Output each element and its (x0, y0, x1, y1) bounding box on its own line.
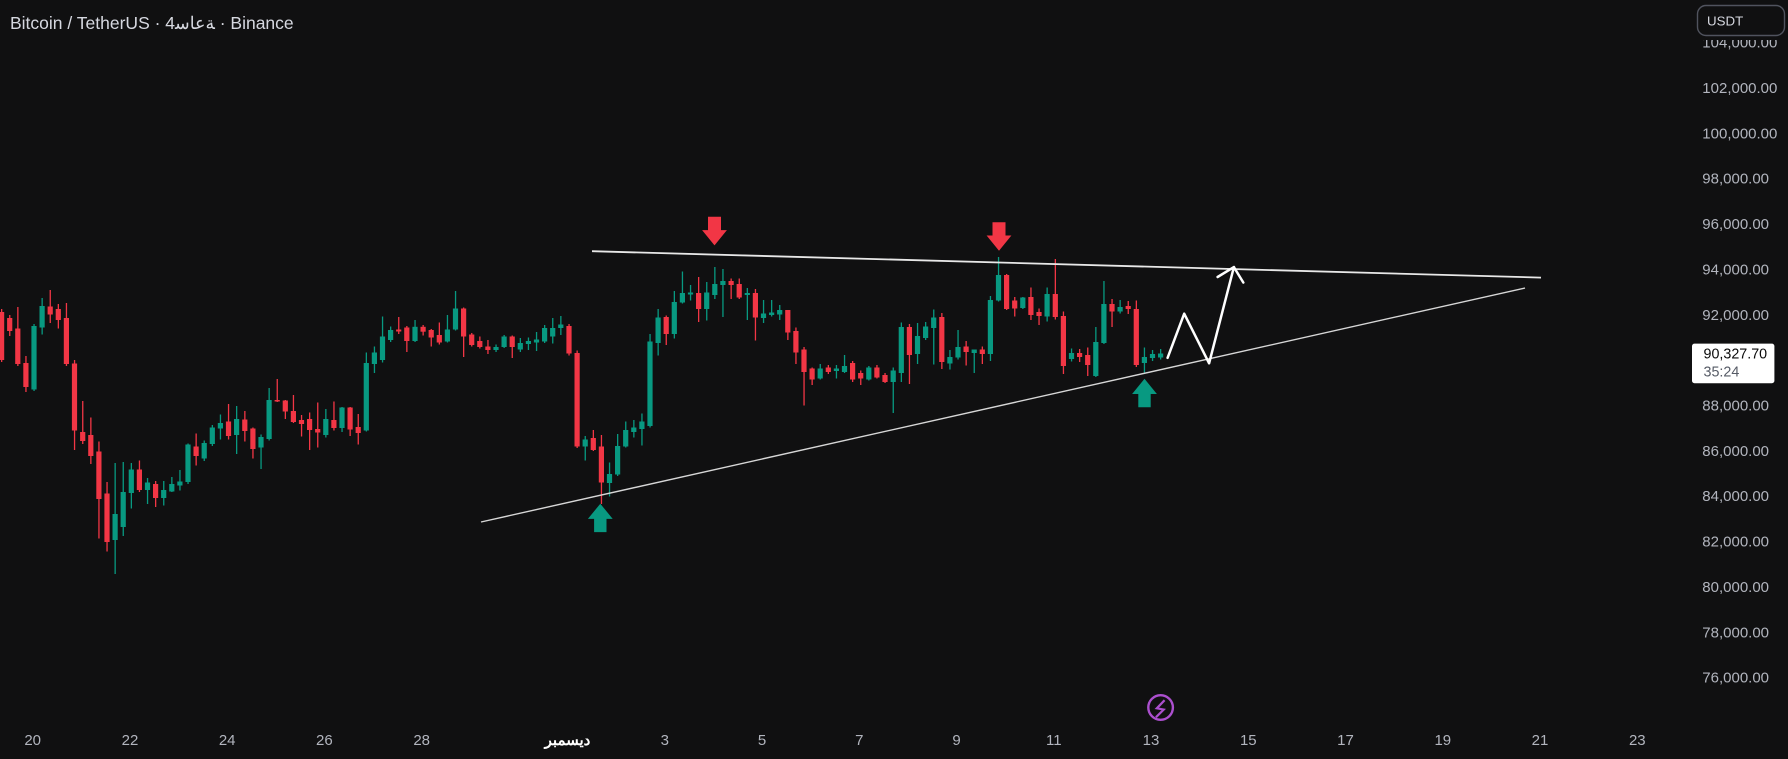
svg-text:80,000.00: 80,000.00 (1702, 579, 1769, 596)
svg-text:84,000.00: 84,000.00 (1702, 488, 1769, 505)
svg-text:96,000.00: 96,000.00 (1702, 216, 1769, 233)
svg-text:26: 26 (316, 732, 333, 749)
svg-text:78,000.00: 78,000.00 (1702, 624, 1769, 641)
svg-text:102,000.00: 102,000.00 (1702, 80, 1777, 97)
svg-text:7: 7 (855, 732, 863, 749)
svg-text:28: 28 (413, 732, 430, 749)
svg-text:35:24: 35:24 (1704, 365, 1740, 381)
svg-text:24: 24 (219, 732, 236, 749)
svg-text:Bitcoin / TetherUS · 4‭ﺳﺎﻋﺔ‬ ·: Bitcoin / TetherUS · 4‭ﺳﺎﻋﺔ‬ · Binance (10, 13, 294, 33)
svg-text:15: 15 (1240, 732, 1257, 749)
svg-text:100,000.00: 100,000.00 (1702, 125, 1777, 142)
svg-text:86,000.00: 86,000.00 (1702, 443, 1769, 460)
svg-text:92,000.00: 92,000.00 (1702, 307, 1769, 324)
svg-text:9: 9 (952, 732, 960, 749)
svg-text:17: 17 (1337, 732, 1354, 749)
svg-text:90,327.70: 90,327.70 (1704, 347, 1768, 363)
svg-text:3: 3 (661, 732, 669, 749)
svg-text:23: 23 (1629, 732, 1646, 749)
svg-text:USDT: USDT (1707, 14, 1743, 29)
svg-text:20: 20 (24, 732, 41, 749)
svg-text:ديسمبر: ديسمبر (544, 732, 591, 749)
svg-text:82,000.00: 82,000.00 (1702, 534, 1769, 551)
svg-text:5: 5 (758, 732, 766, 749)
svg-text:94,000.00: 94,000.00 (1702, 261, 1769, 278)
svg-text:11: 11 (1046, 732, 1062, 749)
svg-text:76,000.00: 76,000.00 (1702, 670, 1769, 687)
svg-text:19: 19 (1434, 732, 1451, 749)
svg-text:13: 13 (1143, 732, 1160, 749)
svg-text:21: 21 (1532, 732, 1549, 749)
svg-text:88,000.00: 88,000.00 (1702, 398, 1769, 415)
svg-text:98,000.00: 98,000.00 (1702, 171, 1769, 188)
svg-text:22: 22 (122, 732, 139, 749)
